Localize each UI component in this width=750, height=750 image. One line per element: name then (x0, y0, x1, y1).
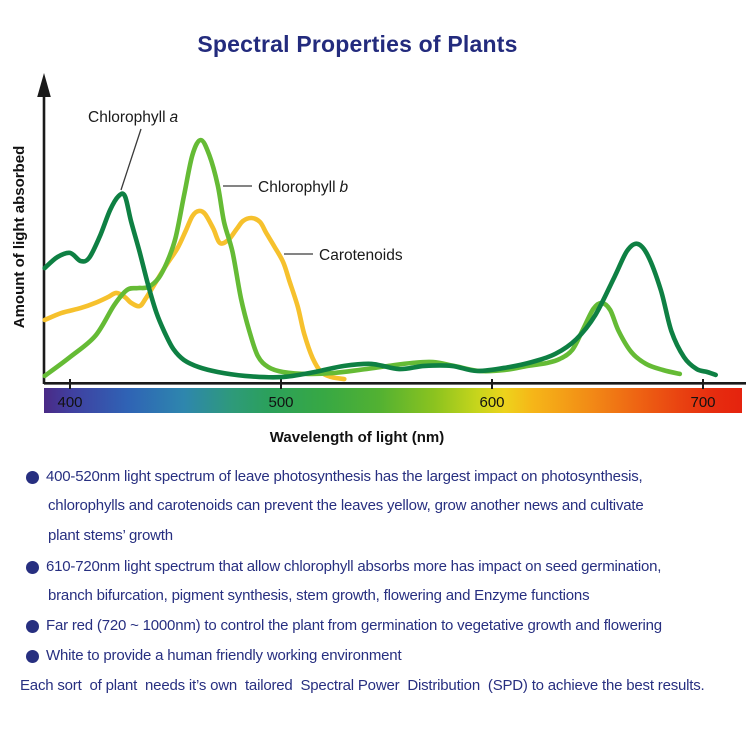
x-axis-label: Wavelength of light (nm) (270, 429, 444, 446)
x-axis-ticks: 400 500 600 700 (57, 379, 716, 411)
bullet-dot (26, 620, 39, 633)
curve-carotenoids (42, 208, 347, 382)
note-line: branch bifurcation, pigment synthesis, s… (48, 587, 590, 604)
spectrum-bar (44, 388, 742, 413)
label-line-chlorophyll-a (120, 128, 142, 191)
note-line: Far red (720 ~ 1000nm) to control the pl… (46, 617, 662, 634)
note-line: 400-520nm light spectrum of leave photos… (46, 468, 643, 485)
note-line: White to provide a human friendly workin… (46, 647, 402, 664)
label-carotenoids: Carotenoids (319, 247, 403, 264)
x-tick-label: 600 (479, 394, 504, 411)
note-line: 610-720nm light spectrum that allow chlo… (46, 558, 662, 575)
footer-note: Each sort of plant needs it’s own tailor… (20, 677, 705, 694)
y-axis-label: Amount of light absorbed (11, 146, 28, 328)
bullet-dot (26, 471, 39, 484)
note-line: plant stems’ growth (48, 527, 173, 544)
label-chlorophyll-a: Chlorophyll a (88, 109, 179, 126)
curve-chlorophyll-a (42, 191, 718, 380)
bullet-dot (26, 650, 39, 663)
spectral-absorption-chart: 400 500 600 700 Chlorophyll a Chlorophyll b C… (11, 73, 746, 446)
absorption-curves (42, 137, 718, 382)
page-title: Spectral Properties of Plants (197, 31, 518, 57)
label-chlorophyll-b: Chlorophyll b (258, 179, 349, 196)
note-line: chlorophylls and carotenoids can prevent… (48, 497, 644, 514)
x-tick-label: 400 (57, 394, 82, 411)
y-axis-arrowhead (37, 73, 51, 97)
x-tick-label: 700 (690, 394, 715, 411)
bullet-dot (26, 561, 39, 574)
x-tick-label: 500 (268, 394, 293, 411)
